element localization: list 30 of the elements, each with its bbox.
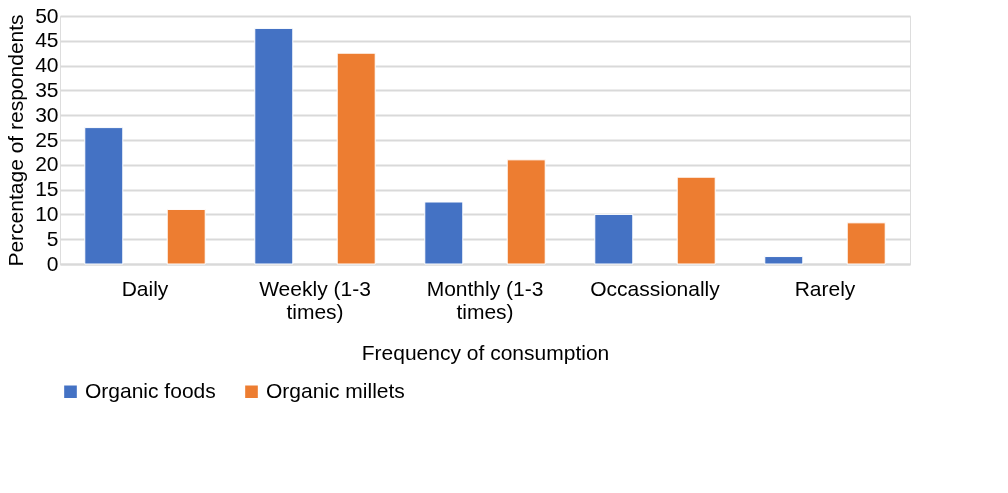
y-tick-label: 10 — [35, 201, 59, 225]
y-tick-label: 50 — [35, 3, 59, 27]
bar — [594, 213, 634, 265]
x-tick-label: Monthly (1-3 times) — [426, 276, 544, 323]
legend-label: Organic foods — [85, 378, 216, 402]
bar — [506, 159, 546, 265]
legend-label: Organic millets — [266, 378, 405, 402]
x-tick-label: Daily — [121, 276, 169, 300]
y-tick-label: 5 — [46, 226, 59, 250]
y-tick-label: 35 — [35, 77, 59, 101]
y-tick-label: 20 — [35, 152, 59, 176]
y-tick-label: 40 — [35, 53, 59, 77]
bar — [764, 256, 804, 265]
bar — [84, 127, 124, 265]
x-axis-title: Frequency of consumption — [361, 340, 610, 364]
bar — [424, 201, 464, 265]
y-tick-label: 45 — [35, 28, 59, 52]
x-tick-label: Rarely — [794, 276, 856, 300]
y-tick-label: 0 — [46, 251, 59, 275]
y-tick-label: 25 — [35, 127, 59, 151]
x-tick-label: Occassionally — [590, 276, 721, 300]
y-axis-title: Percentage of respondents — [4, 14, 28, 267]
bar — [846, 222, 886, 265]
bar — [676, 176, 716, 265]
bar — [254, 27, 294, 265]
y-tick-label: 15 — [35, 177, 59, 201]
y-tick-label: 30 — [35, 102, 59, 126]
bar — [166, 208, 206, 265]
x-tick-label: Weekly (1-3 times) — [259, 276, 371, 323]
bar — [336, 52, 376, 265]
